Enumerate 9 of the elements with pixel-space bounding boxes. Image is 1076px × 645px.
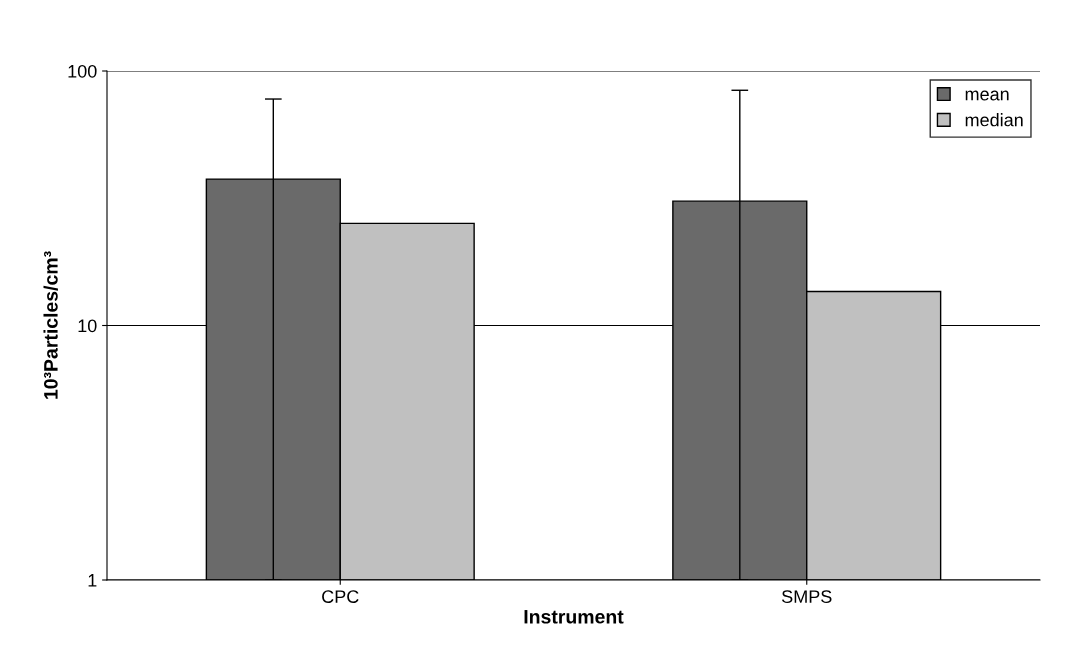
legend-label: mean	[965, 90, 1009, 101]
y-tick-label: 100	[68, 64, 97, 78]
x-tick-label: CPC	[322, 590, 359, 603]
x-axis-title: Instrument	[524, 610, 624, 624]
y-tick-label: 1	[88, 574, 97, 587]
y-axis-title: 10³Particles/cm³	[43, 251, 58, 399]
x-tick-label: SMPS	[781, 590, 832, 603]
legend-label: median	[965, 113, 1023, 127]
y-tick-label: 10	[78, 319, 97, 333]
